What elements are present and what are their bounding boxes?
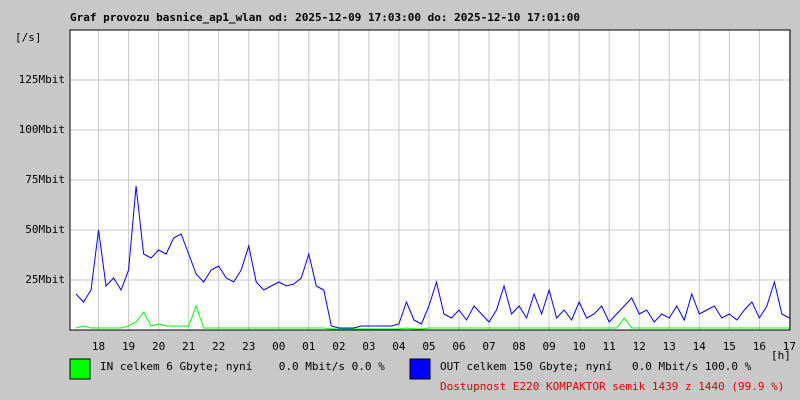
x-tick-label: 05 — [422, 340, 435, 353]
x-tick-label: 18 — [92, 340, 105, 353]
x-tick-label: 09 — [542, 340, 555, 353]
legend-label: IN celkem 6 Gbyte; nyní 0.0 Mbit/s 0.0 % — [100, 360, 385, 373]
availability-note: Dostupnost E220 KOMPAKTOR semik 1439 z 1… — [440, 380, 784, 393]
y-tick-label: 125Mbit — [19, 73, 65, 86]
series-line — [75, 185, 790, 329]
x-tick-label: 23 — [242, 340, 255, 353]
legend-label: OUT celkem 150 Gbyte; nyní 0.0 Mbit/s 10… — [440, 360, 752, 373]
series-line — [75, 304, 790, 330]
legend-swatch — [409, 358, 431, 380]
chart-title: Graf provozu basnice_ap1_wlan od: 2025-1… — [70, 11, 580, 24]
x-tick-label: 12 — [633, 340, 646, 353]
legend-swatch — [69, 358, 91, 380]
x-tick-label: 03 — [362, 340, 375, 353]
x-tick-label: 17 — [783, 340, 796, 353]
x-tick-label: 00 — [272, 340, 285, 353]
x-axis-label: [h] — [771, 349, 791, 362]
y-tick-label: 50Mbit — [25, 223, 65, 236]
x-tick-label: 04 — [392, 340, 406, 353]
x-tick-label: 15 — [723, 340, 736, 353]
plot-border — [69, 29, 791, 331]
x-tick-label: 21 — [182, 340, 195, 353]
x-tick-label: 02 — [332, 340, 345, 353]
x-tick-label: 08 — [512, 340, 525, 353]
x-tick-label: 19 — [122, 340, 135, 353]
x-tick-label: 16 — [753, 340, 766, 353]
x-tick-label: 22 — [212, 340, 225, 353]
x-tick-label: 20 — [152, 340, 165, 353]
x-tick-label: 14 — [693, 340, 707, 353]
y-tick-label: 75Mbit — [25, 173, 65, 186]
x-tick-label: 11 — [603, 340, 616, 353]
y-axis-label: [/s] — [15, 31, 42, 44]
y-tick-label: 25Mbit — [25, 273, 65, 286]
x-tick-label: 07 — [482, 340, 495, 353]
x-tick-label: 06 — [452, 340, 465, 353]
x-tick-label: 13 — [663, 340, 676, 353]
x-tick-label: 01 — [302, 340, 315, 353]
x-tick-label: 10 — [573, 340, 586, 353]
y-tick-label: 100Mbit — [19, 123, 65, 136]
